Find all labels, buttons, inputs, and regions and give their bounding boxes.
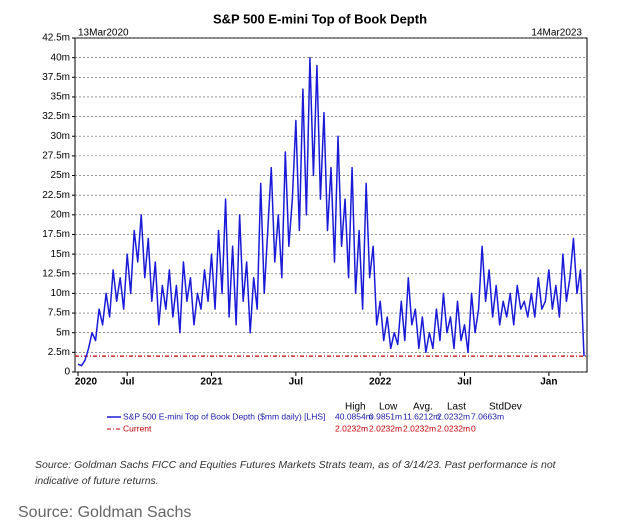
stats-value: 2.0232m [437, 423, 470, 433]
stats-value: 0 [471, 423, 476, 433]
stats-value: 7.0663m [471, 411, 504, 421]
stats-header: Low [379, 402, 398, 413]
x-tick-label: Jul [289, 377, 304, 388]
stats-value: 2.0232m [369, 423, 402, 433]
x-tick-label: Jan [540, 377, 557, 388]
start-label: 13Mar2020 [78, 28, 129, 39]
y-tick-label: 30m [51, 131, 70, 142]
stats-header: High [345, 402, 366, 413]
y-tick-label: 35m [51, 92, 70, 103]
footnote: indicative of future returns. [35, 475, 159, 487]
y-tick-label: 37.5m [42, 72, 70, 83]
x-tick-label: 2020 [75, 377, 98, 388]
stats-value: 11.6212m [403, 411, 440, 421]
y-tick-label: 27.5m [42, 151, 70, 162]
stats-value: 2.0232m [437, 411, 470, 421]
stats-header: StdDev [489, 402, 522, 413]
y-tick-label: 10m [51, 288, 70, 299]
y-tick-label: 7.5m [48, 308, 70, 319]
y-tick-label: 25m [51, 170, 70, 181]
legend-label: S&P 500 E-mini Top of Book Depth ($mm da… [123, 411, 325, 421]
stats-value: 2.0232m [403, 423, 436, 433]
stats-header: Last [447, 402, 466, 413]
chart-title: S&P 500 E-mini Top of Book Depth [213, 11, 427, 26]
source: Source: Goldman Sachs [18, 504, 191, 521]
stats-value: 2.0232m [335, 423, 368, 433]
x-tick-label: Jul [120, 377, 135, 388]
stats-header: Avg. [413, 402, 433, 413]
y-tick-label: 40m [51, 52, 70, 63]
series-line [77, 56, 585, 367]
y-tick-label: 15m [51, 249, 70, 260]
y-tick-label: 20m [51, 209, 70, 220]
x-tick-label: 2022 [369, 377, 392, 388]
y-tick-label: 22.5m [42, 190, 70, 201]
y-tick-label: 32.5m [42, 111, 70, 122]
end-label: 14Mar2023 [531, 28, 582, 39]
y-tick-label: 17.5m [42, 229, 70, 240]
y-tick-label: 42.5m [42, 33, 70, 44]
plot-frame [74, 37, 588, 373]
legend-label: Current [123, 423, 152, 433]
stats-value: 0.9851m [369, 411, 402, 421]
x-tick-label: Jul [457, 377, 472, 388]
stats-value: 40.0854m [335, 411, 373, 421]
y-tick-label: 5m [56, 327, 70, 338]
x-tick-label: 2021 [200, 377, 223, 388]
footnote: Source: Goldman Sachs FICC and Equities … [35, 459, 557, 471]
y-tick-label: 12.5m [42, 268, 70, 279]
y-tick-label: 2.5m [48, 347, 70, 358]
y-tick-label: 0 [64, 367, 70, 378]
